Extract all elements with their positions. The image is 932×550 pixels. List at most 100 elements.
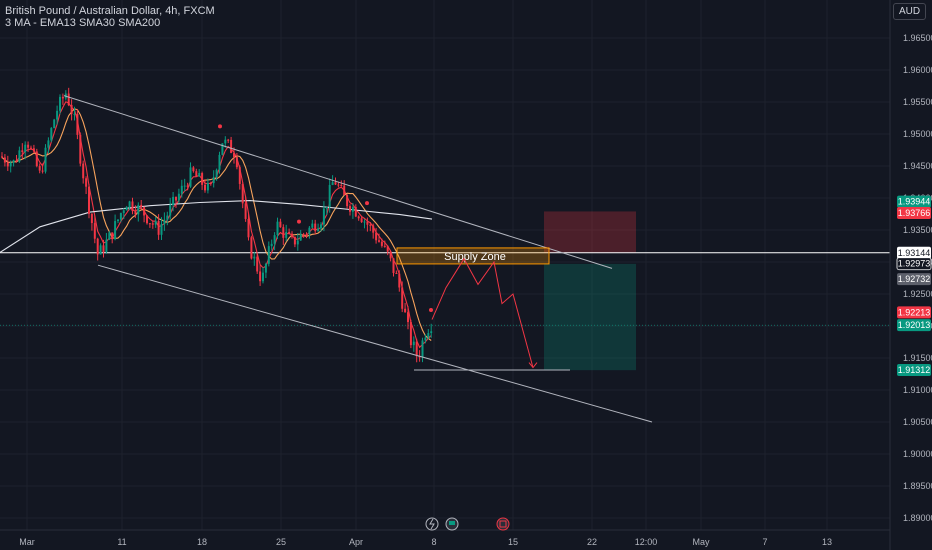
candle-body (47, 140, 50, 148)
candle-body (337, 184, 340, 186)
candle-body (143, 206, 146, 216)
candle-body (322, 208, 325, 225)
candlesticks (1, 87, 433, 363)
date-tick-label: 22 (587, 537, 597, 547)
annotation-zones (0, 211, 890, 371)
candle-body (175, 196, 177, 201)
candle-body (137, 204, 140, 215)
take-profit-zone[interactable] (544, 263, 636, 371)
price-tag (897, 319, 931, 332)
candle-body (212, 177, 215, 184)
projected-arrow-head (528, 362, 538, 369)
price-tag-label: 1.93144 (898, 248, 931, 258)
fractal-marker (429, 308, 433, 312)
indicator-legend[interactable]: 3 MA - EMA13 SMA30 SMA200 (5, 17, 161, 29)
candle-body (386, 246, 389, 252)
candle-body (299, 234, 302, 241)
candle-body (163, 219, 166, 225)
candle-body (201, 173, 204, 185)
candle-body (351, 207, 354, 212)
candle-body (157, 221, 160, 235)
candle-body (125, 207, 128, 211)
candle-body (151, 223, 154, 225)
price-tag-label: 1.92013 (898, 320, 931, 330)
candle-body (180, 185, 183, 194)
candle-body (198, 173, 201, 177)
candle-body (88, 186, 90, 214)
candle-body (372, 225, 375, 233)
channel-upper-line[interactable] (63, 95, 613, 269)
price-tick-label: 1.90500 (903, 417, 932, 427)
candle-body (134, 211, 137, 215)
candle-body (111, 232, 114, 240)
projected-path[interactable] (431, 257, 534, 368)
candle-body (218, 154, 221, 170)
date-tick-label: 15 (508, 537, 518, 547)
candle-body (30, 147, 32, 149)
lightning-icon[interactable] (425, 517, 439, 531)
candle-body (41, 170, 44, 172)
candle-body (247, 218, 250, 238)
candle-body (363, 221, 366, 223)
candle-body (259, 271, 262, 282)
price-tick-label: 1.89000 (903, 513, 932, 523)
supply-zone-box[interactable] (396, 247, 550, 265)
candle-body (398, 273, 401, 288)
candle-body (288, 231, 291, 234)
candle-body (9, 162, 12, 167)
fractal-marker (297, 219, 301, 224)
time-axis[interactable]: Mar 11 18 25 Apr 8 15 22 12:00 May 7 13 (0, 529, 890, 547)
date-tick-label: May (692, 537, 710, 547)
candle-body (360, 218, 363, 223)
candle-body (409, 322, 412, 346)
bottom-toolbar-icons (425, 517, 510, 531)
date-tick-label: 18 (197, 537, 207, 547)
drawings: Supply Zone (63, 95, 653, 423)
price-tag (897, 306, 931, 319)
candle-body (119, 213, 122, 220)
price-tick-label: 1.96500 (903, 33, 932, 43)
candle-body (56, 110, 59, 120)
candle-body (421, 340, 424, 358)
candle-body (32, 148, 35, 152)
candle-body (264, 263, 267, 273)
stop-loss-zone[interactable] (544, 211, 636, 253)
candle-body (73, 113, 76, 115)
candle-body (160, 224, 163, 235)
candle-body (354, 207, 357, 217)
price-tag (897, 246, 931, 259)
candle-body (378, 240, 380, 242)
candle-body (27, 144, 30, 148)
candle-body (369, 224, 372, 226)
candle-body (21, 150, 24, 153)
flag-icon[interactable] (445, 517, 459, 531)
price-tag (897, 195, 931, 208)
candle-body (276, 221, 279, 236)
candle-body (53, 119, 56, 129)
candle-body (15, 160, 18, 162)
candle-body (131, 201, 134, 212)
candle-body (172, 196, 175, 205)
date-tick-label: 11 (117, 537, 126, 547)
price-tick-label: 1.91500 (903, 353, 932, 363)
candle-body (122, 210, 125, 214)
candle-body (169, 204, 172, 216)
candle-body (154, 221, 157, 225)
sma200-line[interactable] (0, 200, 433, 253)
candle-body (412, 341, 415, 346)
candle-body (177, 193, 180, 201)
candle-body (279, 221, 282, 228)
candle-body (418, 356, 421, 358)
currency-button[interactable]: AUD (893, 3, 926, 20)
channel-lower-line[interactable] (97, 264, 653, 423)
candle-body (311, 223, 314, 228)
supply-zone-label: Supply Zone (444, 251, 506, 263)
candle-body (85, 178, 88, 187)
price-tag (897, 206, 931, 219)
price-tick-label: 1.91000 (903, 385, 932, 395)
candle-body (380, 241, 383, 246)
calendar-icon[interactable] (496, 517, 510, 531)
